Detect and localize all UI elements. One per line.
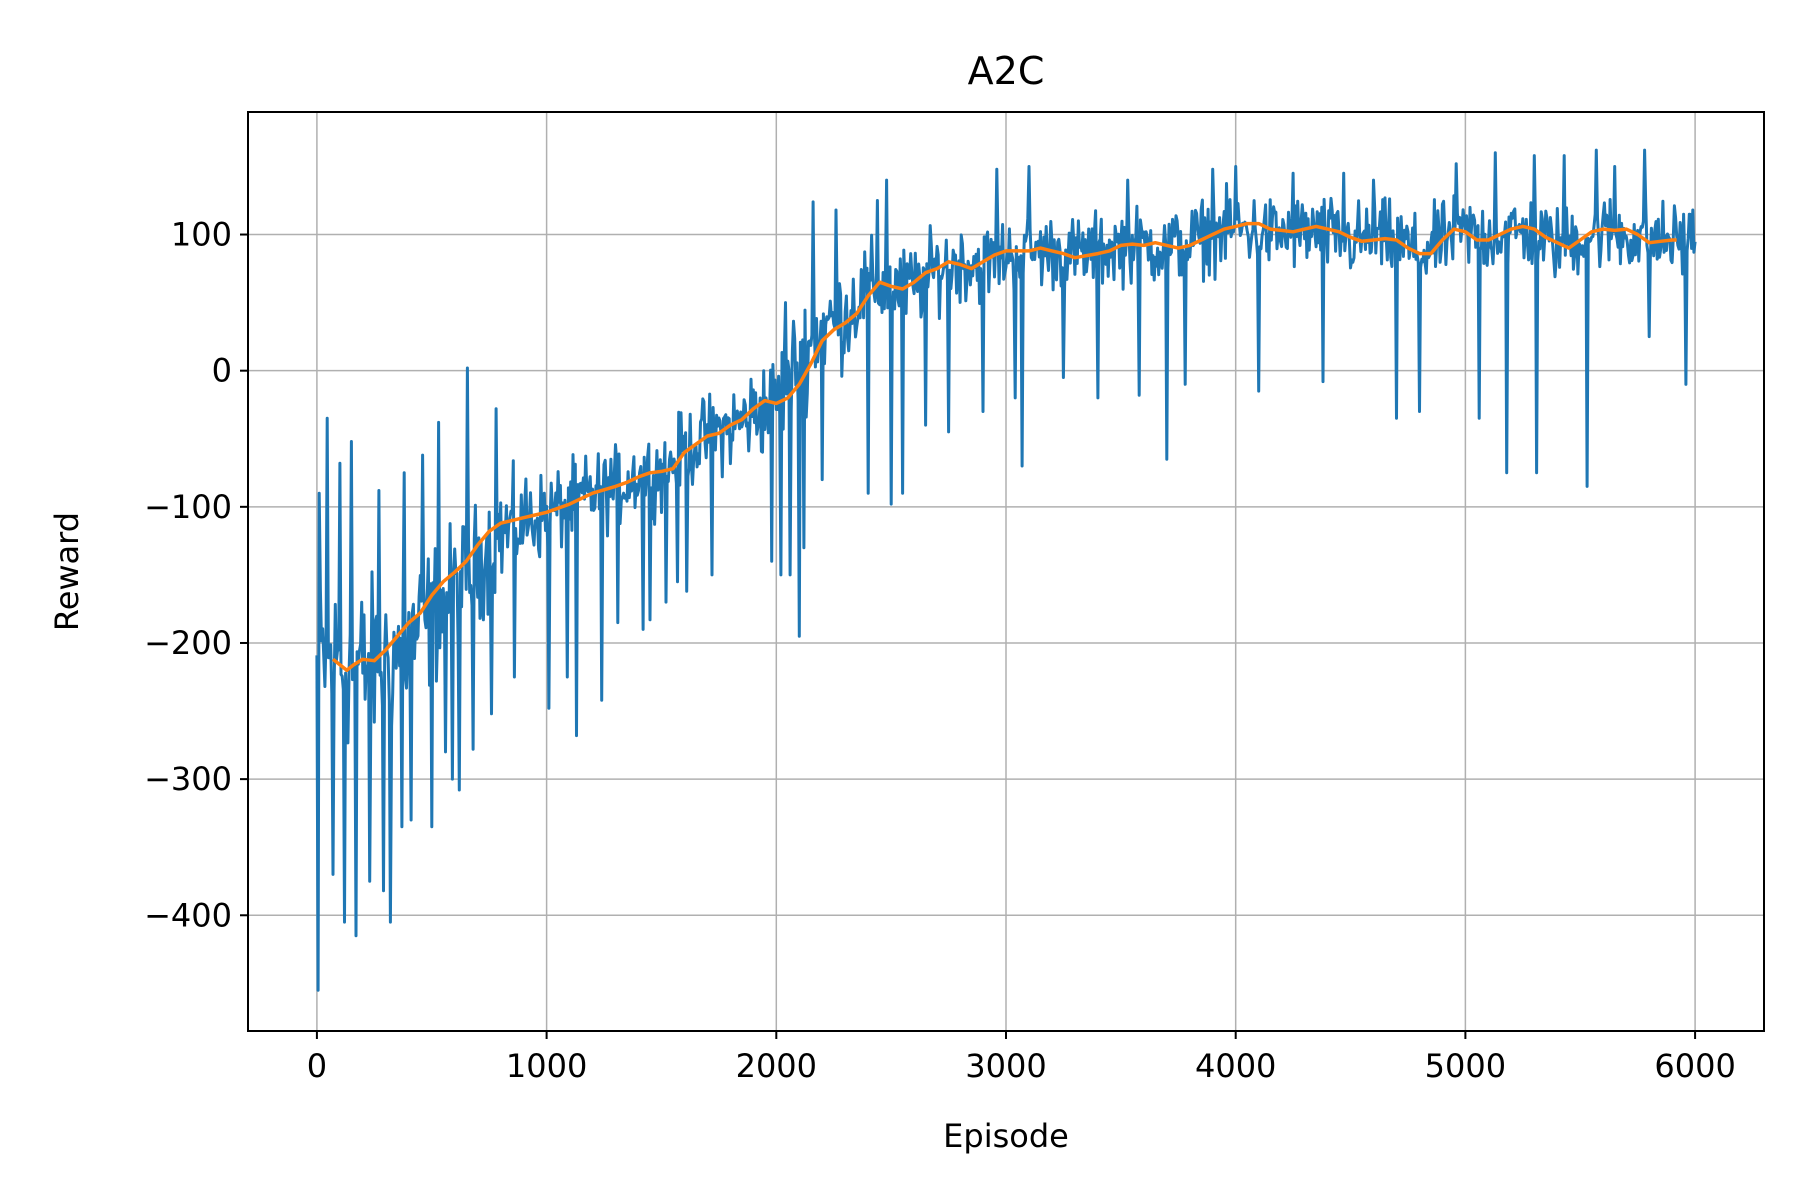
x-tick-label: 6000 <box>1654 1047 1735 1085</box>
y-tick-label: −200 <box>144 624 232 662</box>
x-tick-label: 2000 <box>736 1047 817 1085</box>
axis-ticks: 0 1000 2000 3000 4000 5000 6000−400−300−200−10… <box>144 216 1736 1085</box>
raw-reward-line <box>315 148 1697 992</box>
y-tick-label: 100 <box>171 216 232 254</box>
y-tick-label: 0 <box>212 352 232 390</box>
x-tick-label: 0 <box>307 1047 327 1085</box>
x-axis-label: Episode <box>943 1117 1069 1155</box>
y-axis-label: Reward <box>48 512 86 631</box>
y-tick-label: −100 <box>144 488 232 526</box>
plot-series <box>315 148 1697 992</box>
y-tick-label: −300 <box>144 760 232 798</box>
x-tick-label: 4000 <box>1195 1047 1276 1085</box>
y-tick-label: −400 <box>144 896 232 934</box>
x-tick-label: 3000 <box>965 1047 1046 1085</box>
x-tick-label: 1000 <box>506 1047 587 1085</box>
chart-title: A2C <box>968 49 1045 93</box>
moving-average-line <box>331 221 1677 672</box>
x-tick-label: 5000 <box>1425 1047 1506 1085</box>
